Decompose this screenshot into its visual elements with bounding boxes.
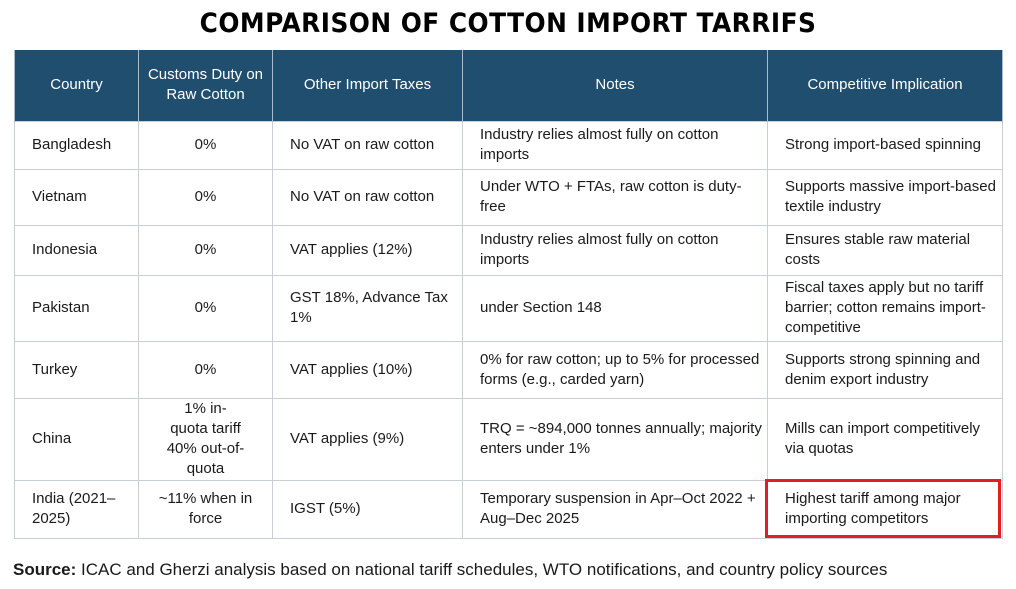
cell-country: Turkey bbox=[14, 340, 139, 399]
table-row: Indonesia 0% VAT applies (12%) Industry … bbox=[14, 224, 1003, 276]
page-title: COMPARISON OF COTTON IMPORT TARRIFS bbox=[199, 8, 817, 39]
cell-country: Vietnam bbox=[14, 168, 139, 226]
cell-taxes: VAT applies (12%) bbox=[272, 224, 463, 276]
duty-in-quota: 1% in-quota tariff bbox=[170, 400, 241, 437]
cell-duty: 0% bbox=[138, 120, 273, 170]
cell-country: China bbox=[14, 397, 139, 481]
cell-implication: Highest tariff among major importing com… bbox=[767, 479, 1003, 539]
cell-implication: Supports strong spinning and denim expor… bbox=[767, 340, 1003, 399]
cell-notes: Temporary suspension in Apr–Oct 2022 + A… bbox=[462, 479, 768, 539]
cell-taxes: No VAT on raw cotton bbox=[272, 120, 463, 170]
cell-notes: Under WTO + FTAs, raw cotton is duty-fre… bbox=[462, 168, 768, 226]
cell-notes: TRQ = ~894,000 tonnes annually; majority… bbox=[462, 397, 768, 481]
header-competitive-implication: Competitive Implication bbox=[767, 50, 1003, 121]
table-row: Bangladesh 0% No VAT on raw cotton Indus… bbox=[14, 120, 1003, 170]
cell-country: Bangladesh bbox=[14, 120, 139, 170]
duty-out-of-quota: 40% out-of-quota bbox=[166, 440, 245, 477]
cell-taxes: No VAT on raw cotton bbox=[272, 168, 463, 226]
cell-implication: Ensures stable raw material costs bbox=[767, 224, 1003, 276]
cell-duty: 1% in-quota tariff 40% out-of-quota bbox=[138, 397, 273, 481]
table-row: India (2021–2025) ~11% when in force IGS… bbox=[14, 479, 1003, 539]
cell-implication: Fiscal taxes apply but no tariff barrier… bbox=[767, 274, 1003, 342]
cell-country: India (2021–2025) bbox=[14, 479, 139, 539]
cell-implication: Supports massive import-based textile in… bbox=[767, 168, 1003, 226]
header-country: Country bbox=[14, 50, 139, 121]
cell-taxes: IGST (5%) bbox=[272, 479, 463, 539]
table-row: Vietnam 0% No VAT on raw cotton Under WT… bbox=[14, 168, 1003, 226]
table-row: China 1% in-quota tariff 40% out-of-quot… bbox=[14, 397, 1003, 481]
cell-notes: 0% for raw cotton; up to 5% for processe… bbox=[462, 340, 768, 399]
table-row: Pakistan 0% GST 18%, Advance Tax 1% unde… bbox=[14, 274, 1003, 342]
source-label: Source: bbox=[13, 560, 77, 579]
cell-taxes: VAT applies (9%) bbox=[272, 397, 463, 481]
tariff-comparison-table: Country Customs Duty on Raw Cotton Other… bbox=[14, 50, 1003, 539]
cell-duty: 0% bbox=[138, 274, 273, 342]
cell-duty: 0% bbox=[138, 168, 273, 226]
india-implication-highlight bbox=[765, 479, 1001, 538]
cell-taxes: VAT applies (10%) bbox=[272, 340, 463, 399]
table-header-row: Country Customs Duty on Raw Cotton Other… bbox=[14, 50, 1003, 121]
cell-notes: Industry relies almost fully on cotton i… bbox=[462, 120, 768, 170]
header-other-taxes: Other Import Taxes bbox=[272, 50, 463, 121]
cell-duty: 0% bbox=[138, 224, 273, 276]
cell-duty: ~11% when in force bbox=[138, 479, 273, 539]
cell-notes: Industry relies almost fully on cotton i… bbox=[462, 224, 768, 276]
header-notes: Notes bbox=[462, 50, 768, 121]
cell-taxes: GST 18%, Advance Tax 1% bbox=[272, 274, 463, 342]
cell-country: Pakistan bbox=[14, 274, 139, 342]
source-note: Source: ICAC and Gherzi analysis based o… bbox=[13, 560, 887, 580]
source-text: ICAC and Gherzi analysis based on nation… bbox=[76, 560, 888, 579]
table-row: Turkey 0% VAT applies (10%) 0% for raw c… bbox=[14, 340, 1003, 399]
cell-implication: Mills can import competitively via quota… bbox=[767, 397, 1003, 481]
cell-notes: under Section 148 bbox=[462, 274, 768, 342]
header-customs-duty: Customs Duty on Raw Cotton bbox=[138, 50, 273, 121]
cell-duty: 0% bbox=[138, 340, 273, 399]
cell-country: Indonesia bbox=[14, 224, 139, 276]
cell-implication: Strong import-based spinning bbox=[767, 120, 1003, 170]
